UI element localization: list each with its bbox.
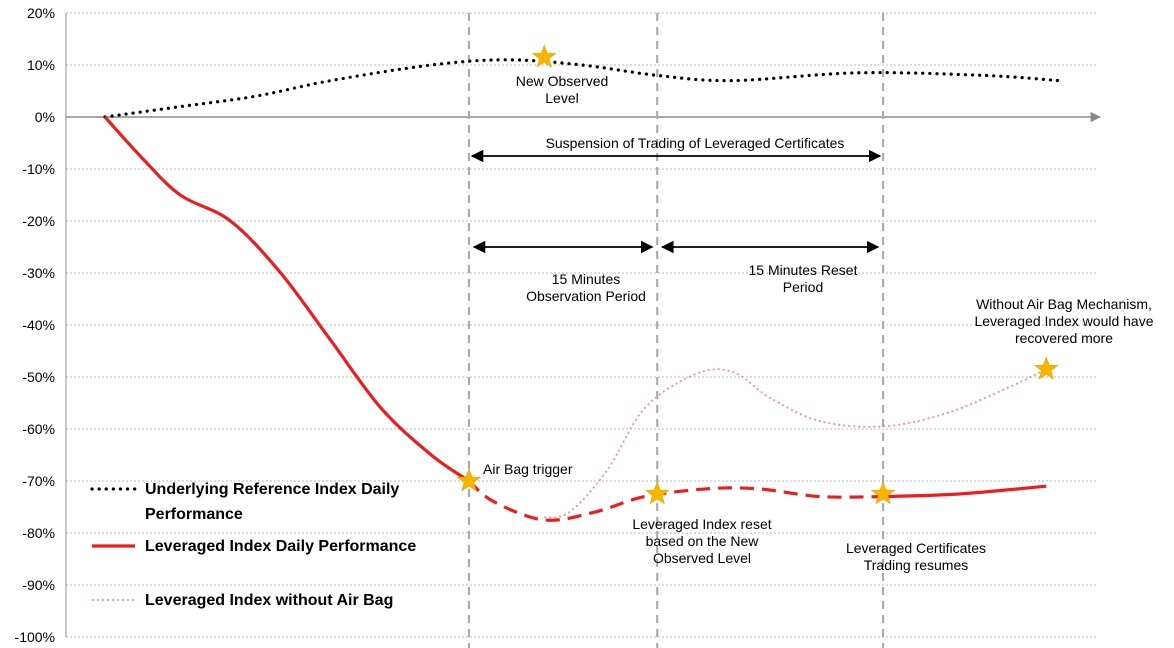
- annotation-line: Air Bag trigger: [483, 461, 573, 477]
- y-tick-label: 10%: [27, 57, 55, 73]
- legend-label: Leveraged Index Daily Performance: [145, 538, 416, 555]
- series-lines: [103, 58, 1061, 522]
- annotation-line: based on the New: [646, 533, 760, 549]
- annotations: New Observed Level Suspension of Trading o…: [483, 73, 1154, 573]
- period-arrows: [470, 149, 882, 254]
- annotation-line: Suspension of Trading of Leveraged Certi…: [546, 135, 845, 151]
- annotation-new_observed: New Observed Level: [516, 73, 609, 106]
- vertical-event-lines: [467, 13, 885, 648]
- y-tick-label: -10%: [22, 161, 55, 177]
- y-tick-label: -80%: [22, 525, 55, 541]
- legend: Underlying Reference Index Daily Performa…: [90, 481, 416, 609]
- annotation-line: Period: [783, 279, 823, 295]
- y-tick-label: -20%: [22, 213, 55, 229]
- annotation-trading_resumes: Leveraged Certificates Trading resumes: [846, 540, 986, 573]
- star-marker: [870, 481, 896, 505]
- annotation-line: New Observed: [516, 73, 609, 89]
- y-tick-label: -70%: [22, 473, 55, 489]
- series-line-4: [544, 368, 1047, 519]
- series-line-1: [103, 115, 470, 483]
- star-marker: [531, 44, 557, 68]
- annotation-line: Observation Period: [526, 288, 646, 304]
- legend-label: Leveraged Index without Air Bag: [145, 592, 393, 609]
- annotation-line: Leveraged Index reset: [632, 516, 771, 532]
- y-tick-label: -30%: [22, 265, 55, 281]
- legend-label: Performance: [145, 506, 243, 523]
- annotation-line: Observed Level: [653, 550, 751, 566]
- star-marker: [644, 481, 670, 505]
- annotation-line: Without Air Bag Mechanism,: [976, 296, 1152, 312]
- annotation-index_reset: Leveraged Index reset based on the New Obs…: [632, 516, 771, 566]
- y-tick-label: -90%: [22, 577, 55, 593]
- y-tick-label: 0%: [35, 109, 55, 125]
- annotation-observation: 15 Minutes Observation Period: [526, 271, 646, 304]
- annotation-line: Level: [545, 90, 578, 106]
- y-tick-label: -60%: [22, 421, 55, 437]
- event-stars: [456, 44, 1059, 505]
- annotation-line: Leveraged Index would have: [974, 313, 1153, 329]
- annotation-line: recovered more: [1015, 330, 1113, 346]
- annotation-line: Trading resumes: [864, 557, 969, 573]
- star-marker: [456, 468, 482, 492]
- y-tick-label: -50%: [22, 369, 55, 385]
- star-marker: [1033, 356, 1059, 380]
- annotation-without_airbag: Without Air Bag Mechanism, Leveraged Inde…: [974, 296, 1153, 346]
- annotation-reset_period: 15 Minutes Reset Period: [749, 262, 858, 295]
- y-axis-tick-labels: 20% 10% 0% -10% -20% -30% -40% -50% -60% -70% -80%…: [15, 5, 55, 645]
- annotation-line: 15 Minutes Reset: [749, 262, 858, 278]
- y-tick-label: -40%: [22, 317, 55, 333]
- legend-label: Underlying Reference Index Daily: [145, 481, 399, 498]
- annotation-line: Leveraged Certificates: [846, 540, 986, 556]
- x-axis: [65, 13, 1102, 637]
- y-tick-label: 20%: [27, 5, 55, 21]
- series-line-0: [103, 58, 1061, 119]
- series-line-2: [467, 479, 884, 522]
- annotation-airbag_trigger: Air Bag trigger: [483, 461, 573, 477]
- series-line-3: [883, 484, 1047, 499]
- annotation-line: 15 Minutes: [552, 271, 620, 287]
- y-tick-label: -100%: [15, 629, 55, 645]
- annotation-suspension: Suspension of Trading of Leveraged Certi…: [546, 135, 845, 151]
